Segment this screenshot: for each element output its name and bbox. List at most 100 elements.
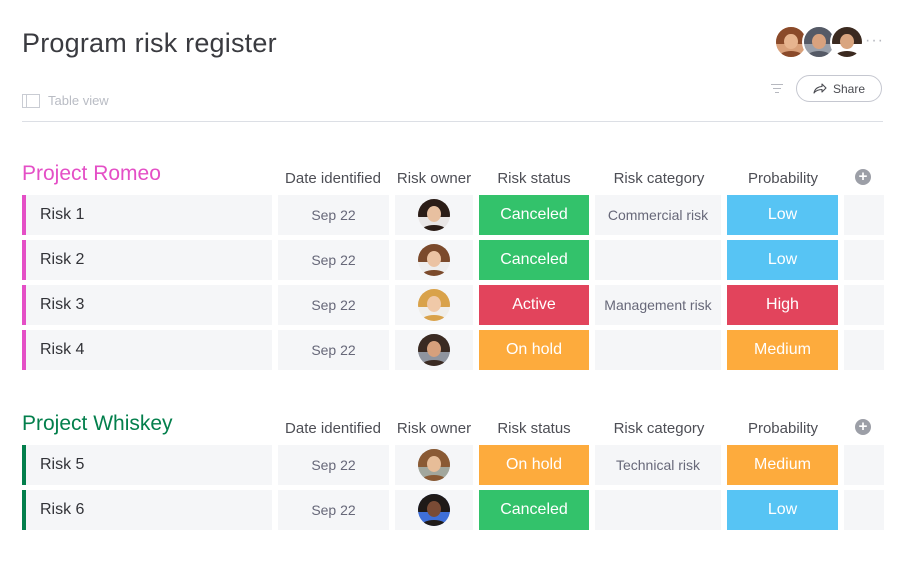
group-color-bar — [22, 195, 26, 235]
group-color-bar — [22, 445, 26, 485]
extra-cell[interactable] — [844, 240, 884, 280]
avatar-face — [426, 501, 442, 518]
status-cell[interactable]: Active — [479, 285, 589, 325]
date-cell[interactable]: Sep 22 — [278, 195, 389, 235]
date-cell[interactable]: Sep 22 — [278, 445, 389, 485]
column-header[interactable]: Risk category — [613, 170, 705, 187]
column-header[interactable]: Risk status — [497, 170, 571, 187]
item-name-cell[interactable]: Risk 4 — [22, 330, 272, 370]
owner-cell[interactable] — [395, 285, 473, 325]
category-cell[interactable] — [595, 330, 721, 370]
avatar — [418, 449, 450, 481]
column-header[interactable]: Risk status — [497, 420, 571, 437]
category-cell[interactable] — [595, 240, 721, 280]
item-name-cell[interactable]: Risk 1 — [22, 195, 272, 235]
item-name-cell[interactable]: Risk 6 — [22, 490, 272, 530]
group-title[interactable]: Project Whiskey — [22, 412, 173, 435]
extra-cell[interactable] — [844, 285, 884, 325]
category-cell[interactable]: Technical risk — [595, 445, 721, 485]
share-icon — [813, 83, 827, 94]
status-cell[interactable]: Canceled — [479, 490, 589, 530]
status-cell[interactable]: On hold — [479, 445, 589, 485]
avatar-face — [426, 251, 442, 268]
column-header[interactable]: Risk owner — [396, 170, 472, 187]
group-color-bar — [22, 330, 26, 370]
category-cell[interactable] — [595, 490, 721, 530]
avatar — [418, 199, 450, 231]
avatar-body — [421, 314, 447, 321]
probability-cell[interactable]: Medium — [727, 330, 838, 370]
avatar-face — [840, 33, 854, 49]
owner-cell[interactable] — [395, 490, 473, 530]
extra-cell[interactable] — [844, 195, 884, 235]
avatar-body — [421, 474, 447, 481]
item-name: Risk 4 — [40, 341, 85, 358]
avatar-face — [426, 341, 442, 358]
avatar-body — [807, 51, 831, 57]
date-cell[interactable]: Sep 22 — [278, 240, 389, 280]
probability-cell[interactable]: Low — [727, 195, 838, 235]
column-header[interactable]: Probability — [747, 420, 819, 437]
column-header[interactable]: Risk owner — [396, 420, 472, 437]
item-name: Risk 3 — [40, 296, 85, 313]
board-members[interactable] — [774, 25, 864, 59]
more-options-icon[interactable]: ··· — [865, 32, 884, 49]
group-project-romeo: Project Romeo Date identified Risk owner Ri… — [22, 155, 884, 375]
date-cell[interactable]: Sep 22 — [278, 285, 389, 325]
owner-cell[interactable] — [395, 195, 473, 235]
column-header[interactable]: Probability — [747, 170, 819, 187]
table-row: Risk 4 Sep 22 On hold Medium — [22, 330, 884, 370]
category-cell[interactable]: Commercial risk — [595, 195, 721, 235]
avatar-face — [812, 33, 826, 49]
column-header[interactable]: Date identified — [285, 420, 381, 437]
group-title[interactable]: Project Romeo — [22, 162, 161, 185]
avatar-face — [426, 206, 442, 223]
column-header[interactable]: Date identified — [285, 170, 381, 187]
probability-cell[interactable]: Medium — [727, 445, 838, 485]
group-color-bar — [22, 240, 26, 280]
group-project-whiskey: Project Whiskey Date identified Risk owner… — [22, 405, 884, 535]
avatar — [418, 334, 450, 366]
avatar-body — [421, 359, 447, 366]
extra-cell[interactable] — [844, 445, 884, 485]
category-cell[interactable]: Management risk — [595, 285, 721, 325]
avatar-body — [779, 51, 803, 57]
status-cell[interactable]: Canceled — [479, 195, 589, 235]
probability-cell[interactable]: Low — [727, 490, 838, 530]
avatar[interactable] — [802, 25, 836, 59]
group-header: Project Whiskey Date identified Risk owner… — [22, 405, 884, 445]
owner-cell[interactable] — [395, 330, 473, 370]
item-name-cell[interactable]: Risk 2 — [22, 240, 272, 280]
add-column-icon[interactable]: + — [855, 169, 871, 185]
share-button[interactable]: Share — [796, 75, 882, 102]
extra-cell[interactable] — [844, 490, 884, 530]
avatar — [418, 494, 450, 526]
status-cell[interactable]: Canceled — [479, 240, 589, 280]
owner-cell[interactable] — [395, 445, 473, 485]
item-name: Risk 2 — [40, 251, 85, 268]
add-column-icon[interactable]: + — [855, 419, 871, 435]
table-row: Risk 3 Sep 22 Active Management risk High — [22, 285, 884, 325]
share-label: Share — [832, 81, 866, 96]
avatar-face — [426, 456, 442, 473]
probability-cell[interactable]: High — [727, 285, 838, 325]
table-view-icon — [22, 93, 40, 108]
item-name-cell[interactable]: Risk 5 — [22, 445, 272, 485]
item-name-cell[interactable]: Risk 3 — [22, 285, 272, 325]
status-cell[interactable]: On hold — [479, 330, 589, 370]
date-cell[interactable]: Sep 22 — [278, 330, 389, 370]
column-header[interactable]: Risk category — [613, 420, 705, 437]
extra-cell[interactable] — [844, 330, 884, 370]
group-color-bar — [22, 285, 26, 325]
item-name: Risk 1 — [40, 206, 85, 223]
filter-icon[interactable] — [771, 84, 783, 93]
owner-cell[interactable] — [395, 240, 473, 280]
item-name: Risk 5 — [40, 456, 85, 473]
avatar[interactable] — [830, 25, 864, 59]
date-cell[interactable]: Sep 22 — [278, 490, 389, 530]
probability-cell[interactable]: Low — [727, 240, 838, 280]
avatar-body — [421, 224, 447, 231]
view-selector[interactable]: Table view — [22, 93, 109, 108]
table-row: Risk 2 Sep 22 Canceled Low — [22, 240, 884, 280]
table-row: Risk 5 Sep 22 On hold Technical risk Medium — [22, 445, 884, 485]
